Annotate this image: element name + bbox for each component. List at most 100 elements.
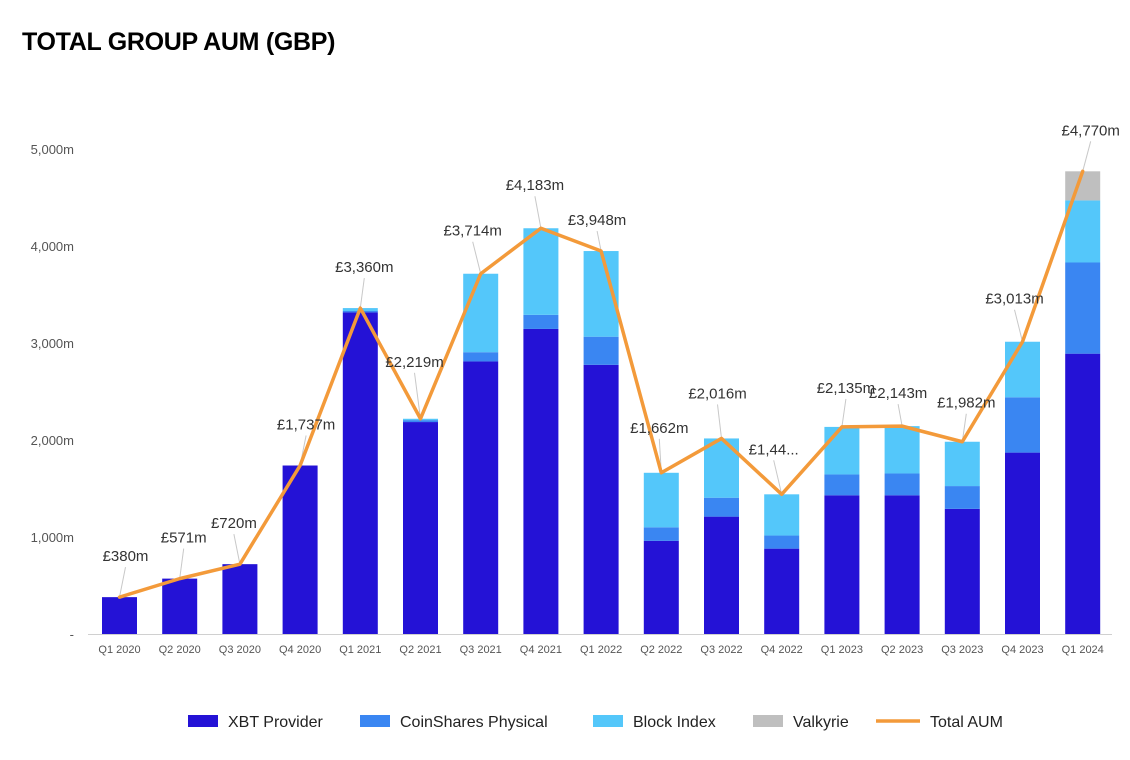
x-tick-label: Q3 2023 (941, 644, 983, 656)
data-label-leader (534, 196, 542, 229)
y-tick-label: 5,000m (31, 142, 74, 157)
data-label-leader (179, 548, 185, 579)
data-label: £3,360m (335, 259, 393, 276)
bar-segment-coinshares-physical (583, 336, 619, 365)
x-tick-label: Q3 2022 (700, 644, 742, 656)
total-aum-line (117, 169, 1085, 599)
legend-swatch-coinshares-physical (360, 715, 390, 727)
y-tick-label: 3,000m (31, 336, 74, 351)
data-label: £1,982m (937, 395, 995, 412)
bar-segment-coinshares-physical (1065, 262, 1101, 354)
x-tick-label: Q3 2020 (219, 644, 261, 656)
bar-segment-coinshares-physical (1005, 397, 1040, 453)
bar-segment-coinshares-physical (884, 473, 920, 496)
data-label: £1,737m (277, 417, 335, 434)
x-tick-label: Q1 2024 (1062, 644, 1104, 656)
bar-segment-block-index (523, 228, 559, 315)
legend-label-xbt-provider: XBT Provider (228, 714, 324, 731)
data-label-leader (1082, 141, 1092, 172)
bar-segment-block-index (764, 494, 800, 536)
y-tick-label: 2,000m (31, 433, 74, 448)
bar-segment-coinshares-physical (643, 527, 679, 541)
x-tick-label: Q2 2022 (640, 644, 682, 656)
legend-swatch-valkyrie (753, 715, 783, 727)
x-tick-label: Q3 2021 (460, 644, 502, 656)
bars-group (102, 171, 1101, 634)
data-label: £3,013m (985, 291, 1043, 308)
bar-segment-xbt-provider (222, 564, 258, 634)
bar-segment-xbt-provider (583, 364, 619, 634)
chart-title: TOTAL GROUP AUM (GBP) (22, 28, 336, 56)
bar-segment-xbt-provider (1005, 452, 1040, 634)
data-label-leader (472, 241, 482, 274)
bar-segment-coinshares-physical (764, 535, 800, 549)
data-label-leader (596, 230, 602, 252)
data-label-leader (233, 534, 241, 565)
bar-segment-xbt-provider (463, 361, 499, 634)
data-label: £3,948m (568, 212, 626, 229)
bar-segment-coinshares-physical (463, 352, 499, 362)
bar-segment-xbt-provider (944, 508, 980, 634)
data-label-leader (897, 404, 903, 427)
data-label: £2,016m (688, 385, 746, 402)
bar-segment-coinshares-physical (403, 420, 438, 423)
data-label-leader (1014, 309, 1023, 342)
legend-label-block-index: Block Index (633, 714, 716, 731)
y-tick-label: 4,000m (31, 239, 74, 254)
data-label: £720m (211, 515, 257, 532)
x-tick-label: Q4 2022 (761, 644, 803, 656)
bar-segment-xbt-provider (643, 540, 679, 634)
bar-segment-xbt-provider (704, 516, 739, 634)
bar-segment-block-index (643, 472, 679, 528)
data-label: £2,219m (385, 354, 443, 371)
data-label-leader (841, 398, 847, 427)
x-tick-label: Q1 2021 (339, 644, 381, 656)
bar-segment-block-index (944, 441, 980, 487)
x-tick-label: Q2 2021 (399, 644, 441, 656)
data-label-leader (414, 372, 421, 419)
x-tick-label: Q1 2022 (580, 644, 622, 656)
x-tick-label: Q1 2023 (821, 644, 863, 656)
data-label-leader (773, 460, 783, 495)
y-tick-label: - (70, 627, 74, 642)
data-label: £2,143m (869, 385, 927, 402)
legend-label-valkyrie: Valkyrie (793, 714, 849, 731)
data-label-leader (119, 567, 126, 598)
x-tick-label: Q4 2020 (279, 644, 321, 656)
bar-segment-block-index (1005, 341, 1040, 398)
legend-swatch-xbt-provider (188, 715, 218, 727)
x-tick-label: Q4 2023 (1001, 644, 1043, 656)
data-label: £571m (161, 530, 207, 547)
data-label-leader (717, 404, 722, 439)
data-label: £3,714m (444, 223, 502, 240)
data-label: £1,44... (749, 441, 799, 458)
x-tick-label: Q4 2021 (520, 644, 562, 656)
data-label: £380m (103, 548, 149, 565)
x-tick-label: Q2 2020 (159, 644, 201, 656)
bar-segment-xbt-provider (162, 578, 198, 634)
x-tick-label: Q2 2023 (881, 644, 923, 656)
y-axis: - 1,000m 2,000m 3,000m 4,000m 5,000m (31, 142, 74, 642)
bar-segment-xbt-provider (884, 495, 920, 634)
bar-segment-xbt-provider (1065, 353, 1101, 634)
bar-segment-xbt-provider (403, 422, 438, 634)
bar-segment-xbt-provider (764, 548, 800, 634)
bar-segment-xbt-provider (523, 328, 559, 634)
bar-segment-block-index (824, 426, 860, 475)
y-tick-label: 1,000m (31, 530, 74, 545)
data-labels: £380m £571m£720m £1,737m £3,360m £2,219m £3,7… (103, 122, 1120, 565)
legend: XBT Provider CoinShares Physical Block Ind… (188, 714, 1003, 731)
data-label: £4,770m (1062, 122, 1120, 139)
data-label: £1,662m (630, 420, 688, 437)
bar-segment-coinshares-physical (824, 474, 860, 496)
x-axis: Q1 2020 Q2 2020 Q3 2020 Q4 2020 Q1 2021 Q2 20… (98, 644, 1103, 656)
legend-label-total-aum: Total AUM (930, 714, 1003, 731)
legend-swatch-block-index (593, 715, 623, 727)
data-label: £4,183m (506, 177, 564, 194)
bar-segment-coinshares-physical (944, 486, 980, 509)
bar-segment-xbt-provider (282, 465, 318, 634)
bar-segment-block-index (463, 273, 499, 353)
data-label-leader (961, 413, 967, 442)
data-label-leader (359, 278, 365, 309)
